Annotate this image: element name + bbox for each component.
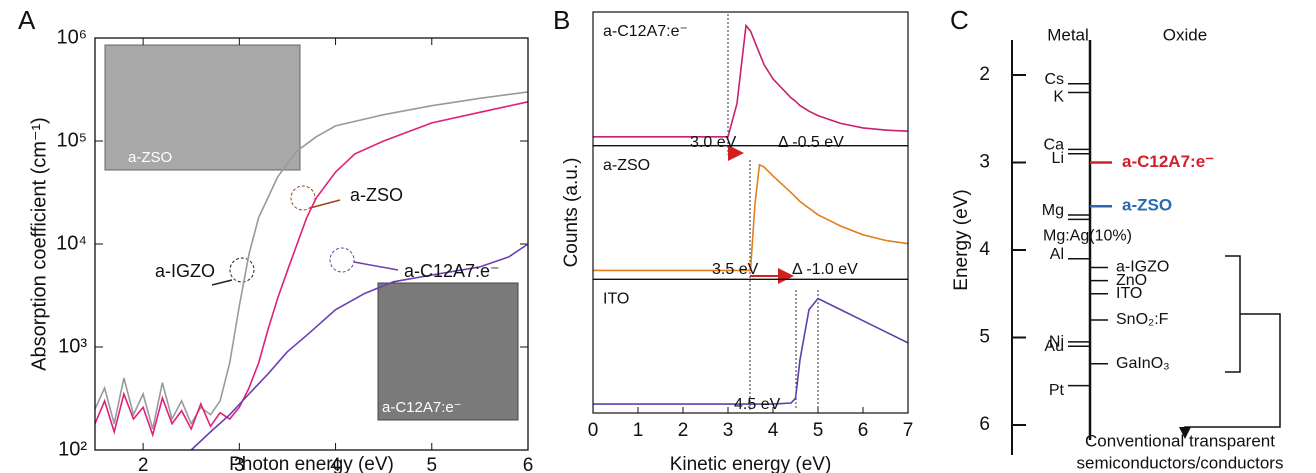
metal-label: Pt	[1049, 382, 1065, 399]
panel-label: C	[950, 5, 969, 35]
oxide-label: a-C12A7:e⁻	[1122, 152, 1214, 171]
annotation: 3.5 eV	[712, 261, 759, 278]
plot-frame	[94, 37, 529, 451]
metal-label: Mg	[1042, 202, 1064, 219]
y-axis-label: Absorption coefficient (cm⁻¹)	[28, 117, 50, 371]
x-tick-label: 5	[426, 455, 437, 473]
x-axis-label: Photon energy (eV)	[229, 454, 394, 473]
x-tick-label: 7	[903, 420, 914, 441]
y-tick-label: 10⁵	[56, 129, 87, 151]
series-label: a-IGZO	[155, 261, 215, 281]
annotation: Δ -0.5 eV	[778, 134, 844, 151]
y-axis-label: Energy (eV)	[951, 189, 972, 290]
spectrum-line	[593, 23, 909, 138]
annotation: Δ -1.0 eV	[792, 261, 858, 278]
spectrum-line	[593, 297, 909, 405]
metal-label: Au	[1044, 338, 1064, 355]
y-tick-label: 6	[979, 414, 990, 435]
x-tick-label: 4	[330, 455, 341, 473]
panel-label: B	[553, 5, 570, 35]
subplot-frame	[592, 278, 909, 414]
oxide-label: GaInO₃	[1116, 355, 1170, 372]
spectrum-line	[593, 163, 909, 272]
series-label: a-ZSO	[603, 157, 650, 174]
metal-label: Li	[1052, 150, 1064, 167]
metal-label: K	[1053, 89, 1064, 106]
annotation: 4.5 eV	[734, 396, 781, 413]
y-tick-label: 2	[979, 64, 990, 85]
x-tick-label: 1	[633, 420, 644, 441]
oxide-label: ITO	[1116, 285, 1142, 302]
oxide-label: a-ZSO	[1122, 196, 1172, 215]
series-line	[94, 91, 529, 430]
highlight-circle	[290, 185, 316, 211]
x-tick-label: 3	[234, 455, 245, 473]
y-tick-label: 3	[979, 152, 990, 173]
inset-photo	[377, 282, 519, 421]
series-line	[94, 101, 529, 438]
inset-photo	[104, 44, 301, 171]
x-tick-label: 0	[588, 420, 599, 441]
oxide-label: a-IGZO	[1116, 259, 1169, 276]
bracket-arrow	[1185, 255, 1281, 436]
metal-label: Cs	[1044, 71, 1064, 88]
metal-label: Ni	[1049, 333, 1064, 350]
series-label: a-C12A7:e⁻	[603, 23, 688, 40]
y-tick-label: 10³	[58, 335, 87, 357]
highlight-circle	[329, 247, 355, 273]
x-tick-label: 4	[768, 420, 779, 441]
inset-label: a-ZSO	[128, 149, 172, 166]
metal-label: Ca	[1044, 137, 1065, 154]
series-label: a-C12A7:e⁻	[404, 261, 500, 281]
y-axis-label: Counts (a.u.)	[561, 158, 582, 268]
note: Conventional transparent	[1085, 431, 1275, 450]
x-tick-label: 5	[813, 420, 824, 441]
column-title: Oxide	[1163, 25, 1207, 44]
series-line	[190, 243, 529, 451]
panel-label: A	[18, 5, 36, 35]
metal-label: Mg:Ag(10%)	[1043, 228, 1132, 245]
y-tick-label: 10²	[58, 438, 87, 460]
x-axis-label: Kinetic energy (eV)	[670, 454, 832, 473]
column-title: Metal	[1047, 25, 1089, 44]
series-label: ITO	[603, 291, 629, 308]
x-tick-label: 6	[858, 420, 869, 441]
arrow	[353, 261, 399, 271]
x-tick-label: 2	[138, 455, 149, 473]
x-tick-label: 3	[723, 420, 734, 441]
arrow	[211, 279, 233, 286]
y-tick-label: 10⁴	[56, 232, 87, 254]
annotation: 3.0 eV	[690, 134, 737, 151]
x-tick-label: 2	[678, 420, 689, 441]
series-label: a-ZSO	[350, 185, 403, 205]
metal-label: Al	[1050, 246, 1064, 263]
oxide-label: ZnO	[1116, 272, 1147, 289]
y-tick-label: 5	[979, 327, 990, 348]
arrow	[309, 199, 341, 209]
note: semiconductors/conductors	[1077, 453, 1284, 472]
y-tick-label: 10⁶	[57, 26, 87, 48]
inset-label: a-C12A7:e⁻	[382, 399, 462, 416]
oxide-label: SnO₂:F	[1116, 311, 1169, 328]
x-tick-label: 6	[523, 455, 534, 473]
y-tick-label: 4	[979, 239, 990, 260]
highlight-circle	[229, 257, 255, 283]
